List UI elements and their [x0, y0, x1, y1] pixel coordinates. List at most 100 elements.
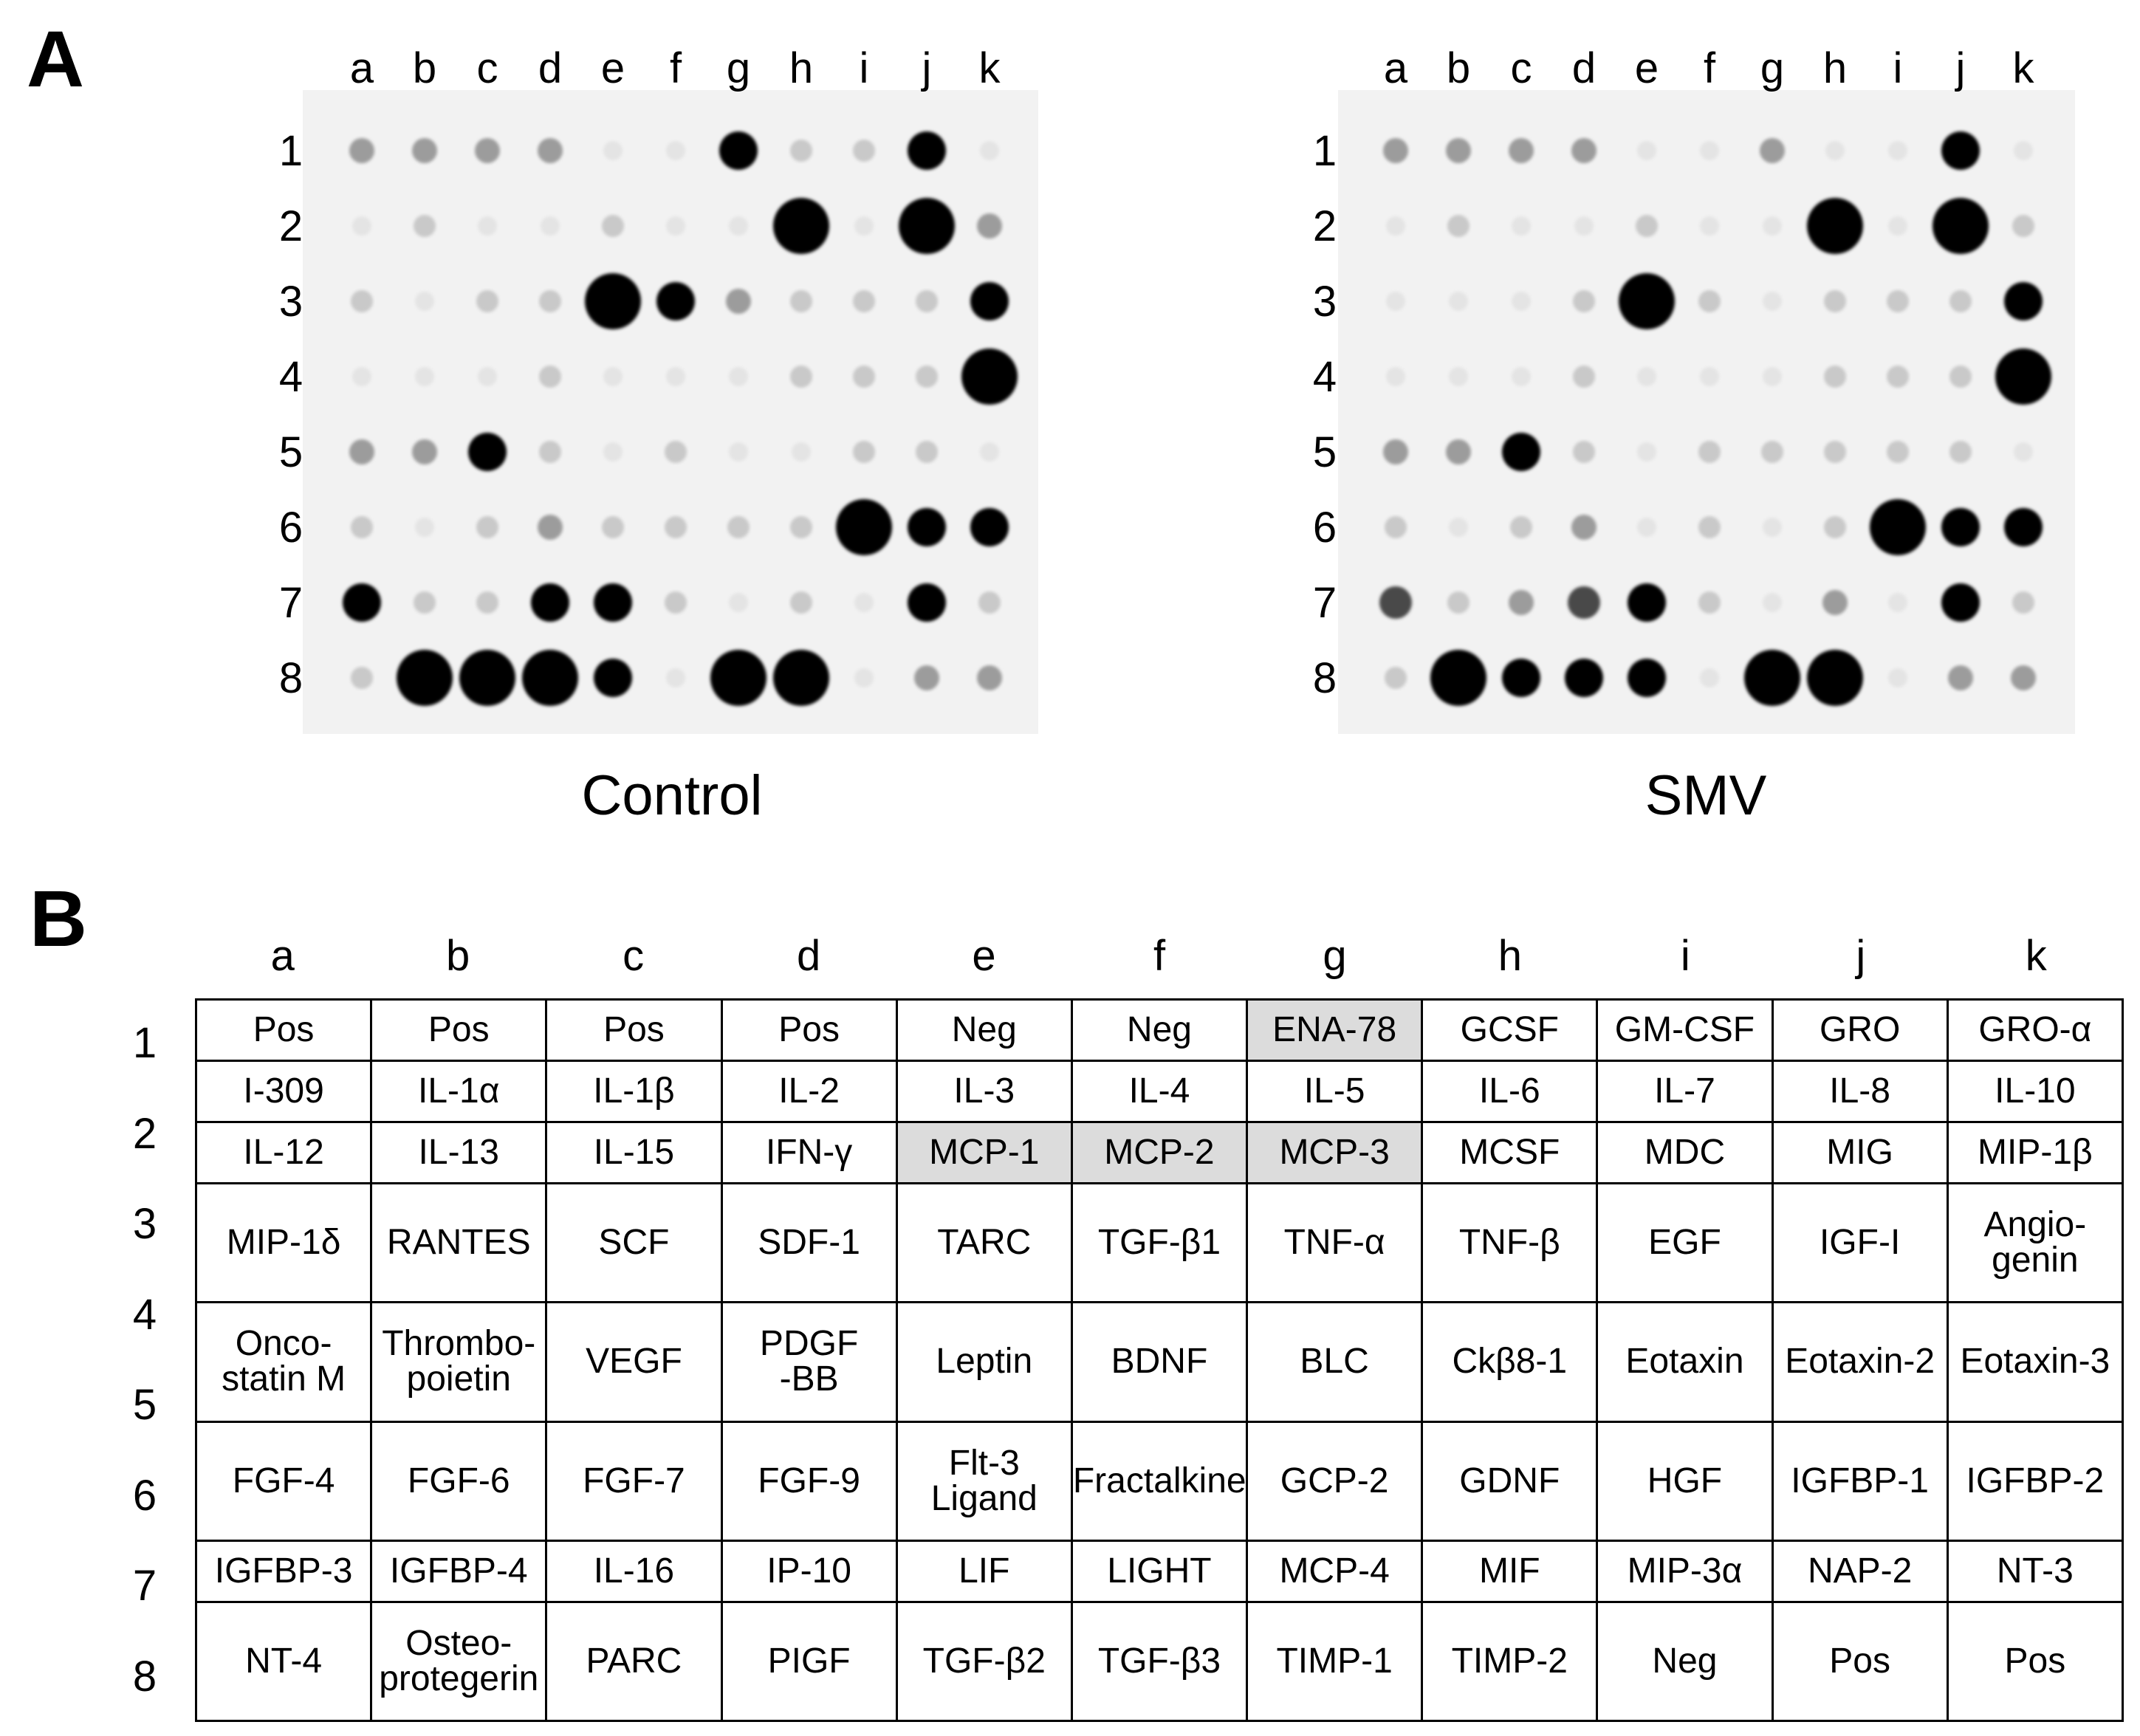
control-blot: a b c d e f g h i j k 1 2 3 4 5 6 7 8	[279, 44, 1038, 734]
control-blot-column-letter: d	[538, 44, 562, 92]
control-blot-spot	[666, 141, 685, 160]
table-cell: Eotaxin-2	[1771, 1301, 1949, 1423]
smv-blot-column-letter: g	[1760, 44, 1784, 92]
control-blot-spot	[665, 591, 687, 614]
table-column-letter: e	[972, 932, 996, 980]
table-cell: IL-5	[1246, 1060, 1424, 1124]
control-blot-spot	[351, 516, 373, 538]
table-cell: LIF	[895, 1539, 1073, 1603]
table-cell: FGF-4	[194, 1420, 373, 1542]
table-row-number: 2	[132, 1109, 157, 1158]
table-cell: MIP-1δ	[194, 1182, 373, 1304]
control-blot-spot	[603, 367, 623, 386]
smv-blot-spot	[1698, 290, 1721, 312]
smv-blot-spot	[1571, 138, 1597, 163]
table-cell: Pos	[1771, 1600, 1949, 1723]
smv-blot-spot	[1573, 441, 1595, 463]
table-column-letter: j	[1856, 932, 1866, 980]
table-cell: EGF	[1596, 1182, 1774, 1304]
control-blot-spot	[343, 583, 381, 622]
control-blot-spot	[351, 667, 373, 689]
table-row: MIP-1δ RANTES SCF SDF-1 TARC TGF-β1 TNF-α TNF-β…	[194, 1182, 2124, 1304]
smv-blot-spot	[2012, 215, 2034, 237]
table-cell: Thrombo- poietin	[370, 1301, 548, 1423]
control-blot-column-letter: g	[727, 44, 750, 92]
smv-blot-spot	[1822, 590, 1848, 615]
smv-blot-spot	[1763, 518, 1782, 537]
control-blot-spot	[475, 138, 500, 163]
smv-blot-spot	[1565, 659, 1603, 697]
control-blot-spot	[836, 499, 892, 555]
table-cell: ENA-78	[1246, 998, 1424, 1063]
control-blot-spot	[603, 141, 623, 160]
control-blot-spot	[916, 366, 938, 388]
smv-blot-spot	[1870, 499, 1926, 555]
smv-blot-spot	[1807, 198, 1863, 254]
control-blot-spot	[854, 668, 874, 687]
smv-blot-spot	[1948, 665, 1973, 690]
smv-blot-column-letter: i	[1893, 44, 1903, 92]
table-cell: Eotaxin	[1596, 1301, 1774, 1423]
table-cell: PARC	[545, 1600, 723, 1723]
smv-blot-row-number: 2	[1313, 202, 1337, 250]
smv-blot-row-number: 7	[1313, 579, 1337, 627]
table-cell: NAP-2	[1771, 1539, 1949, 1603]
table-cell: MCP-2	[1070, 1121, 1249, 1185]
smv-blot-spot	[1763, 367, 1782, 386]
smv-blot-spot	[1512, 216, 1531, 236]
smv-blot-spot	[1568, 586, 1600, 619]
table-cell: IL-2	[720, 1060, 898, 1124]
control-blot-spot	[977, 213, 1002, 239]
smv-blot-spot	[1509, 138, 1534, 163]
smv-blot-spot	[1386, 367, 1405, 386]
smv-blot-spot	[1744, 650, 1800, 706]
control-blot-spot	[853, 441, 875, 463]
control-blot-spot	[666, 367, 685, 386]
smv-blot-spot	[1637, 367, 1656, 386]
smv-blot-spot	[1824, 516, 1846, 538]
smv-blot-spot	[2014, 442, 2033, 462]
table-column-letter: i	[1680, 932, 1690, 980]
table-cell: GCP-2	[1246, 1420, 1424, 1542]
control-blot-spot	[666, 216, 685, 236]
table-cell: GCSF	[1421, 998, 1599, 1063]
table-cell: Pos	[1946, 1600, 2124, 1723]
control-blot-spot	[853, 140, 875, 162]
smv-blot-label: SMV	[1645, 764, 1767, 827]
table-column-letter: g	[1323, 932, 1347, 980]
control-blot-spot	[459, 650, 515, 706]
smv-blot-spot	[1502, 659, 1540, 697]
table-cell: TNF-α	[1246, 1182, 1424, 1304]
control-blot-spot	[980, 141, 999, 160]
smv-blot-spot	[1888, 216, 1907, 236]
control-blot-spot	[961, 349, 1018, 405]
control-blot-spot	[899, 198, 955, 254]
table-cell: Leptin	[895, 1301, 1073, 1423]
table-cell: IL-15	[545, 1121, 723, 1185]
control-blot-spot	[539, 366, 561, 388]
smv-blot-spot	[1449, 292, 1468, 311]
panel-b-label: B	[30, 874, 87, 963]
smv-blot-spot	[1446, 138, 1471, 163]
smv-blot-column-letter: b	[1447, 44, 1470, 92]
control-blot-spot	[853, 290, 875, 312]
table-cell: Eotaxin-3	[1946, 1301, 2124, 1423]
smv-blot-column-letter: f	[1704, 44, 1716, 92]
table-cell: PIGF	[720, 1600, 898, 1723]
table-cell: IL-4	[1070, 1060, 1249, 1124]
smv-blot-spot	[1761, 441, 1783, 463]
control-blot-spot	[773, 650, 829, 706]
smv-blot-spot	[1763, 593, 1782, 612]
control-blot-spot	[726, 289, 751, 314]
control-blot-spot	[729, 442, 748, 462]
smv-blot-column-letter: j	[1955, 44, 1966, 92]
table-row: Onco- statin M Thrombo- poietin VEGF PDGF -…	[194, 1301, 2124, 1423]
table-cell: Flt-3 Ligand	[895, 1420, 1073, 1542]
control-blot-spot	[594, 583, 632, 622]
table-cell: Pos	[720, 998, 898, 1063]
control-blot-spot	[854, 593, 874, 612]
table-cell: Pos	[545, 998, 723, 1063]
control-blot-spot	[414, 591, 436, 614]
table-cell: TGF-β3	[1070, 1600, 1249, 1723]
smv-blot-spot	[1502, 433, 1540, 471]
